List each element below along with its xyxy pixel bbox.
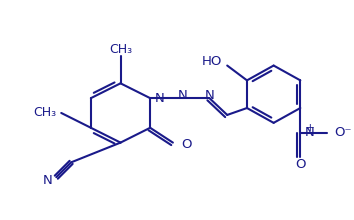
Text: +: + bbox=[306, 123, 314, 133]
Text: N: N bbox=[178, 89, 188, 102]
Text: O⁻: O⁻ bbox=[334, 126, 352, 139]
Text: N: N bbox=[42, 174, 52, 187]
Text: N: N bbox=[304, 126, 314, 139]
Text: CH₃: CH₃ bbox=[33, 106, 56, 119]
Text: N: N bbox=[155, 92, 165, 105]
Text: HO: HO bbox=[202, 55, 222, 68]
Text: O: O bbox=[295, 158, 306, 171]
Text: O: O bbox=[181, 138, 191, 151]
Text: N: N bbox=[205, 89, 214, 102]
Text: CH₃: CH₃ bbox=[109, 43, 132, 56]
